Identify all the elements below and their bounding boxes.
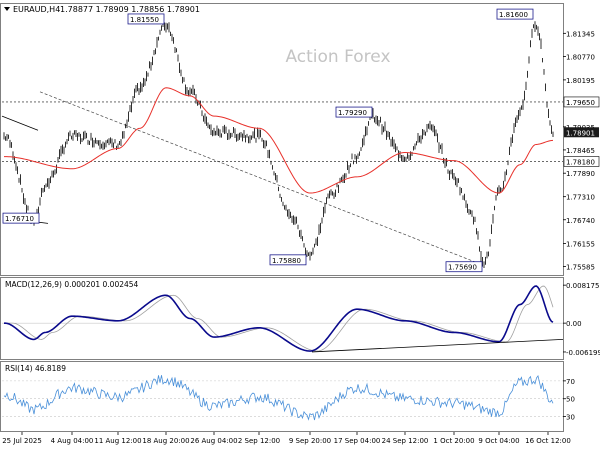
symbol-label: EURAUD,H4 [13, 5, 60, 14]
x-tick-label: 18 Aug 20:00 [142, 437, 189, 445]
price-annotation-box [496, 8, 534, 20]
x-tick-label: 4 Aug 04:00 [51, 437, 94, 445]
trend-line-short [1, 115, 39, 131]
rsi-tick-label: 50 [566, 396, 575, 404]
main-panel-frame [0, 3, 564, 276]
rsi-y-axis: 70 50 30 [563, 378, 575, 422]
level-tag-label: 1.79650 [566, 99, 595, 107]
x-tick-label: 9 Oct 04:00 [478, 437, 519, 445]
y-tick-label: 1.80195 [566, 77, 595, 85]
x-tick-label: 9 Sep 20:00 [289, 437, 331, 445]
x-tick-label: 2 Sep 12:00 [238, 437, 280, 445]
y-tick-label: 1.76740 [566, 217, 595, 225]
main-y-axis: 1.813451.807701.801951.790351.784651.778… [563, 30, 600, 272]
macd-line [3, 285, 554, 352]
x-tick-label: 17 Sep 04:00 [334, 437, 381, 445]
price-annotation-box [445, 261, 483, 273]
price-annotation-box [127, 13, 165, 25]
price-annotation-box [269, 254, 307, 266]
price-annotation-label: 1.79290 [338, 109, 367, 117]
y-tick-label: 1.75585 [566, 264, 595, 272]
rsi-tick-label: 70 [566, 378, 575, 386]
x-tick-label: 1 Oct 20:00 [433, 437, 474, 445]
rsi-label: RSI(14) 46.8189 [5, 364, 66, 373]
level-tag-label: 1.78180 [566, 158, 595, 166]
x-tick-label: 24 Sep 12:00 [382, 437, 429, 445]
price-annotation-box [2, 212, 40, 224]
y-tick-label: 1.77310 [566, 194, 595, 202]
macd-signal-line [4, 285, 554, 352]
x-tick-label: 16 Oct 12:00 [525, 437, 571, 445]
price-annotation-label: 1.76710 [5, 215, 34, 223]
macd-tick-label: 0.008175 [566, 282, 599, 290]
x-tick-label: 26 Aug 04:00 [190, 437, 237, 445]
macd-tick-label: -0.006199 [566, 349, 600, 357]
price-annotation-label: 1.81550 [130, 16, 159, 24]
macd-panel-frame [0, 277, 564, 360]
last-price-box [564, 127, 599, 138]
x-tick-label: 11 Aug 12:00 [94, 437, 141, 445]
price-annotation-label: 1.75690 [448, 264, 477, 272]
price-annotation-label: 1.81600 [499, 11, 528, 19]
main-plot: 1.81550 1.81600 1.79290 1.75880 1.75690 1.767… [1, 8, 563, 273]
rsi-panel-frame [0, 361, 564, 432]
macd-tick-label: 0.00 [566, 320, 582, 328]
dropdown-triangle-icon[interactable] [4, 7, 10, 11]
macd-trend-line [311, 339, 564, 353]
rsi-plot [2, 375, 563, 421]
y-tick-label: 1.76155 [566, 240, 595, 248]
watermark: Action Forex [285, 47, 390, 67]
ohlc-readout: 1.78877 1.78909 1.78856 1.78901 [60, 5, 200, 14]
level-tag-box [563, 156, 600, 167]
y-tick-label: 1.78465 [566, 147, 595, 155]
y-tick-label: 1.80770 [566, 54, 595, 62]
last-price-label: 1.78901 [566, 129, 595, 137]
macd-label: MACD(12,26,9) 0.000201 0.002454 [5, 280, 139, 289]
trend-line-dashed [39, 91, 481, 265]
x-axis: 25 Jul 2025 4 Aug 04:00 11 Aug 12:00 18 Aug… [2, 432, 571, 445]
price-annotation-box [335, 106, 373, 118]
level-tag-box [563, 96, 600, 108]
y-tick-label: 1.81345 [566, 30, 595, 38]
y-tick-label: 1.77890 [566, 170, 595, 178]
moving-average-line [3, 87, 554, 194]
price-annotation-label: 1.75880 [272, 257, 301, 265]
rsi-tick-label: 30 [566, 414, 575, 422]
rsi-line [3, 375, 554, 421]
x-tick-label: 25 Jul 2025 [2, 437, 42, 445]
macd-plot [2, 285, 564, 353]
macd-y-axis: 0.008175 0.00 -0.006199 [563, 282, 600, 357]
